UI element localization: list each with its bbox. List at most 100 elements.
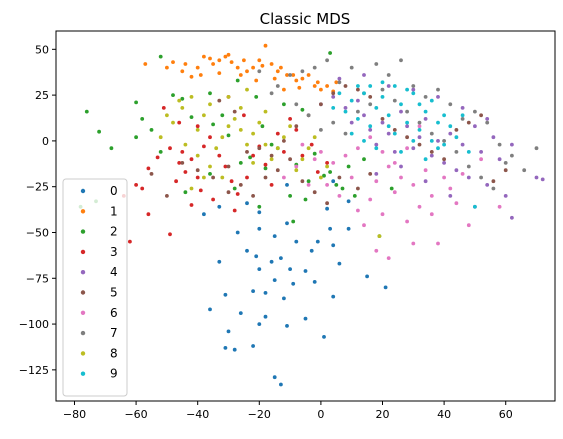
point-8-34 xyxy=(165,113,169,118)
point-1-18 xyxy=(275,69,280,74)
point-9-1 xyxy=(349,98,354,103)
point-8-35 xyxy=(226,95,231,99)
point-3-15 xyxy=(229,179,234,184)
series-5 xyxy=(149,84,508,206)
point-6-37 xyxy=(417,124,422,129)
point-7-25 xyxy=(331,120,336,125)
point-6-4 xyxy=(349,175,354,180)
point-9-0 xyxy=(343,109,348,114)
point-3-4 xyxy=(146,166,151,171)
point-4-19 xyxy=(448,131,453,136)
point-5-25 xyxy=(405,135,409,140)
x-tick-label: −80 xyxy=(63,408,86,421)
point-9-8 xyxy=(392,131,397,136)
point-5-19 xyxy=(331,91,336,96)
point-6-10 xyxy=(386,164,391,169)
point-5-13 xyxy=(257,146,262,151)
point-7-34 xyxy=(442,139,446,143)
point-6-20 xyxy=(448,186,453,191)
point-9-12 xyxy=(417,127,422,132)
point-3-34 xyxy=(242,113,246,118)
point-9-36 xyxy=(331,106,336,110)
point-4-38 xyxy=(485,117,490,121)
point-4-2 xyxy=(343,106,348,110)
point-1-6 xyxy=(211,62,216,66)
point-3-38 xyxy=(189,203,194,207)
legend-marker-0 xyxy=(80,188,86,194)
point-3-20 xyxy=(263,162,268,167)
point-8-25 xyxy=(325,164,329,169)
point-3-10 xyxy=(195,175,200,180)
point-4-7 xyxy=(374,142,379,147)
legend-label-8: 8 xyxy=(110,346,118,360)
legend-marker-7 xyxy=(80,330,86,336)
point-5-38 xyxy=(232,109,237,114)
series-6 xyxy=(282,124,502,260)
point-8-37 xyxy=(189,186,194,191)
point-0-13 xyxy=(251,289,256,293)
point-8-17 xyxy=(275,146,280,151)
point-1-16 xyxy=(263,43,268,48)
point-8-27 xyxy=(195,153,200,158)
point-1-26 xyxy=(315,80,320,85)
point-1-0 xyxy=(143,62,148,66)
point-7-38 xyxy=(491,186,496,191)
point-3-25 xyxy=(294,127,299,132)
point-8-4 xyxy=(195,127,200,132)
point-4-17 xyxy=(436,139,440,143)
point-6-15 xyxy=(417,204,422,209)
point-0-9 xyxy=(263,314,268,319)
point-0-15 xyxy=(263,291,268,295)
point-6-32 xyxy=(356,146,360,151)
point-7-1 xyxy=(288,73,292,77)
point-1-1 xyxy=(165,65,169,70)
point-2-29 xyxy=(334,183,339,187)
point-4-16 xyxy=(429,153,434,158)
point-5-3 xyxy=(226,190,231,195)
point-8-10 xyxy=(232,117,237,121)
point-1-14 xyxy=(257,58,262,63)
point-3-30 xyxy=(177,120,182,125)
point-6-12 xyxy=(399,175,403,180)
point-3-41 xyxy=(180,150,185,154)
point-5-2 xyxy=(211,175,216,180)
point-8-18 xyxy=(282,135,286,140)
point-0-16 xyxy=(282,296,286,301)
point-8-0 xyxy=(158,135,163,140)
point-4-5 xyxy=(362,113,366,118)
point-1-37 xyxy=(198,73,203,77)
point-3-22 xyxy=(275,131,280,136)
points-layer xyxy=(78,43,545,387)
point-1-12 xyxy=(245,69,249,74)
point-8-23 xyxy=(312,135,317,140)
point-7-41 xyxy=(269,91,274,96)
point-1-28 xyxy=(325,84,329,88)
point-1-33 xyxy=(272,76,277,81)
point-3-28 xyxy=(315,170,320,174)
point-6-6 xyxy=(362,223,366,228)
point-5-35 xyxy=(245,150,249,154)
point-2-10 xyxy=(211,122,216,127)
point-2-8 xyxy=(189,115,194,119)
point-0-33 xyxy=(294,239,299,244)
point-2-47 xyxy=(389,186,394,191)
point-1-13 xyxy=(251,65,256,70)
point-5-24 xyxy=(392,127,397,132)
point-6-38 xyxy=(429,212,434,217)
point-1-35 xyxy=(238,73,243,77)
point-0-44 xyxy=(217,204,222,209)
point-4-15 xyxy=(423,117,428,121)
point-4-32 xyxy=(337,76,342,81)
point-7-30 xyxy=(392,98,397,103)
point-6-0 xyxy=(300,142,305,147)
point-4-39 xyxy=(510,142,514,147)
point-6-22 xyxy=(460,172,465,176)
legend-label-7: 7 xyxy=(110,326,118,340)
point-6-14 xyxy=(411,183,416,187)
point-9-2 xyxy=(356,117,360,121)
point-4-3 xyxy=(349,120,354,125)
point-6-7 xyxy=(368,197,373,202)
point-1-19 xyxy=(279,65,283,70)
point-4-24 xyxy=(479,150,483,154)
legend-marker-6 xyxy=(80,310,86,315)
